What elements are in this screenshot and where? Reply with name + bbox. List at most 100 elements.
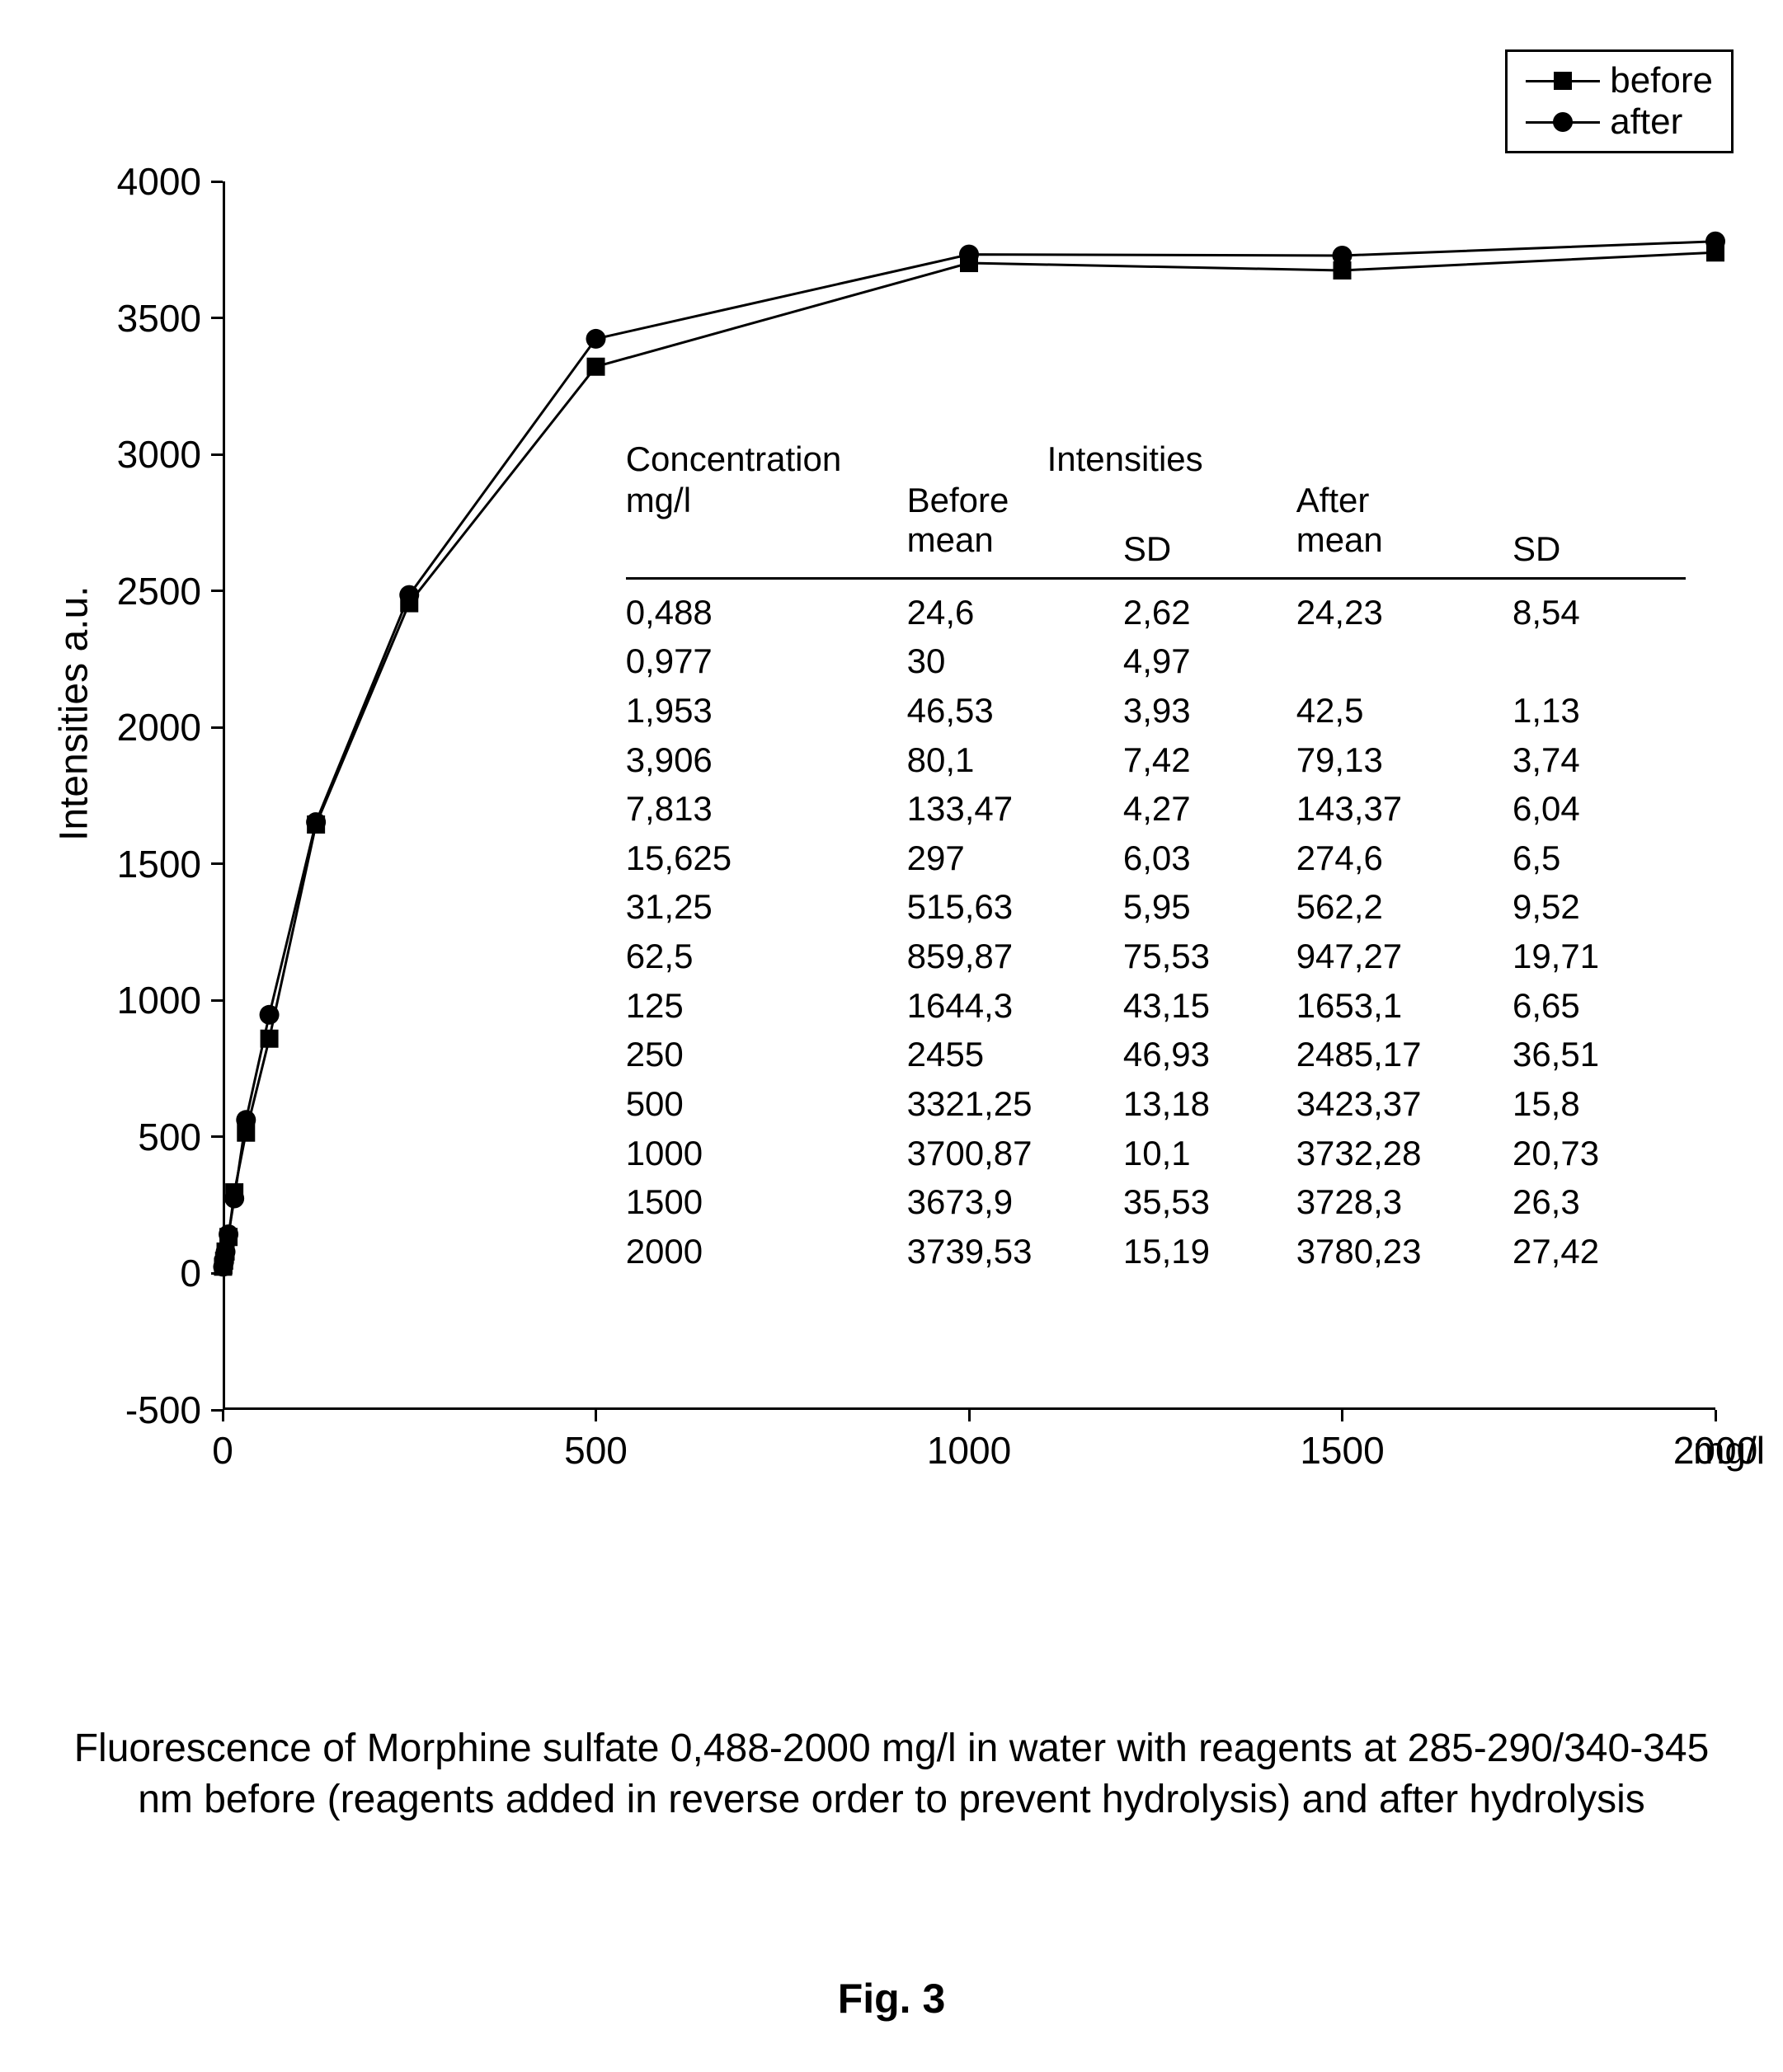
x-tick-label: 0 — [212, 1428, 233, 1473]
table-cell: 15,8 — [1512, 1079, 1686, 1129]
table-cell: 7,42 — [1123, 735, 1296, 785]
table-cell: 297 — [907, 834, 1123, 883]
data-point-circle — [306, 812, 326, 832]
y-tick — [211, 317, 223, 319]
table-cell: 947,27 — [1296, 932, 1512, 981]
x-tick — [1715, 1410, 1717, 1421]
square-marker-icon — [1554, 72, 1572, 90]
figure-caption: Fluorescence of Morphine sulfate 0,488-2… — [67, 1723, 1716, 1826]
table-cell: 42,5 — [1296, 686, 1512, 735]
table-cell: 46,93 — [1123, 1030, 1296, 1079]
data-point-circle — [260, 1005, 280, 1025]
y-tick — [211, 1135, 223, 1138]
plot-area: -50005001000150020002500300035004000 050… — [223, 181, 1715, 1410]
table-cell: 1,953 — [626, 686, 907, 735]
col-before-sd: SD — [1123, 481, 1296, 569]
table-cell: 125 — [626, 981, 907, 1031]
table-row: 1251644,343,151653,16,65 — [626, 981, 1686, 1031]
x-tick-label: 1000 — [927, 1428, 1011, 1473]
table-cell: 1500 — [626, 1177, 907, 1227]
data-point-circle — [216, 1242, 236, 1262]
table-row: 15003673,935,533728,326,3 — [626, 1177, 1686, 1227]
table-cell: 9,52 — [1512, 882, 1686, 932]
table-cell: 515,63 — [907, 882, 1123, 932]
y-tick-label: 2500 — [117, 569, 201, 613]
data-point-circle — [224, 1189, 244, 1209]
table-cell: 3732,28 — [1296, 1129, 1512, 1178]
col-after-mean: After mean — [1296, 481, 1512, 569]
x-tick-label: 1500 — [1300, 1428, 1384, 1473]
y-tick — [211, 726, 223, 729]
table-cell: 2000 — [626, 1227, 907, 1276]
data-table: Concentration Intensities mg/l Before me… — [626, 439, 1686, 1276]
y-tick-label: 1500 — [117, 842, 201, 886]
table-cell: 3321,25 — [907, 1079, 1123, 1129]
legend-label-after: after — [1610, 101, 1682, 143]
table-cell: 1000 — [626, 1129, 907, 1178]
table-cell: 35,53 — [1123, 1177, 1296, 1227]
y-tick-label: 500 — [138, 1115, 201, 1159]
table-cell: 562,2 — [1296, 882, 1512, 932]
table-cell: 3739,53 — [907, 1227, 1123, 1276]
table-cell: 26,3 — [1512, 1177, 1686, 1227]
table-cell: 3700,87 — [907, 1129, 1123, 1178]
table-row: 250245546,932485,1736,51 — [626, 1030, 1686, 1079]
table-cell: 15,19 — [1123, 1227, 1296, 1276]
y-tick-label: 2000 — [117, 705, 201, 749]
table-row: 31,25515,635,95562,29,52 — [626, 882, 1686, 932]
data-point-circle — [1333, 246, 1353, 265]
table-cell: 6,04 — [1512, 784, 1686, 834]
table-row: 10003700,8710,13732,2820,73 — [626, 1129, 1686, 1178]
x-tick-label: 500 — [564, 1428, 628, 1473]
legend-item-after: after — [1526, 101, 1713, 143]
table-cell: 3728,3 — [1296, 1177, 1512, 1227]
table-row: 62,5859,8775,53947,2719,71 — [626, 932, 1686, 981]
table-cell: 6,5 — [1512, 834, 1686, 883]
table-cell: 27,42 — [1512, 1227, 1686, 1276]
table-cell: 3673,9 — [907, 1177, 1123, 1227]
table-header-row: mg/l Before mean SD After mean SD — [626, 481, 1686, 574]
x-tick — [595, 1410, 597, 1421]
table-cell: 4,27 — [1123, 784, 1296, 834]
y-tick — [211, 181, 223, 183]
table-row: 0,48824,62,6224,238,54 — [626, 588, 1686, 637]
x-tick — [222, 1410, 224, 1421]
circle-marker-icon — [1553, 112, 1573, 132]
table-cell — [1296, 637, 1512, 686]
table-cell: 6,65 — [1512, 981, 1686, 1031]
x-axis-unit: mg/l — [1693, 1428, 1765, 1473]
table-row: 3,90680,17,4279,133,74 — [626, 735, 1686, 785]
table-cell — [1512, 637, 1686, 686]
table-cell: 3423,37 — [1296, 1079, 1512, 1129]
table-cell: 4,97 — [1123, 637, 1296, 686]
col-after-sd: SD — [1512, 481, 1686, 569]
legend-label-before: before — [1610, 60, 1713, 101]
data-point-circle — [959, 245, 979, 265]
table-cell: 20,73 — [1512, 1129, 1686, 1178]
y-tick-label: -500 — [125, 1388, 201, 1432]
table-row: 7,813133,474,27143,376,04 — [626, 784, 1686, 834]
table-cell: 43,15 — [1123, 981, 1296, 1031]
table-cell: 3,906 — [626, 735, 907, 785]
table-row: 5003321,2513,183423,3715,8 — [626, 1079, 1686, 1129]
x-tick — [968, 1410, 971, 1421]
data-point-square — [587, 358, 605, 376]
super-header-concentration: Concentration — [626, 439, 907, 479]
data-point-circle — [1705, 232, 1725, 251]
y-tick-label: 0 — [180, 1251, 201, 1295]
legend-line-before — [1526, 80, 1600, 82]
table-cell: 133,47 — [907, 784, 1123, 834]
table-cell: 30 — [907, 637, 1123, 686]
table-cell: 10,1 — [1123, 1129, 1296, 1178]
table-cell: 8,54 — [1512, 588, 1686, 637]
table-cell: 6,03 — [1123, 834, 1296, 883]
chart-legend: before after — [1505, 49, 1734, 153]
data-point-circle — [399, 585, 419, 605]
table-cell: 15,625 — [626, 834, 907, 883]
table-cell: 24,6 — [907, 588, 1123, 637]
y-tick — [211, 999, 223, 1002]
data-point-circle — [586, 329, 606, 349]
table-cell: 46,53 — [907, 686, 1123, 735]
y-tick-label: 3500 — [117, 296, 201, 341]
table-cell: 24,23 — [1296, 588, 1512, 637]
